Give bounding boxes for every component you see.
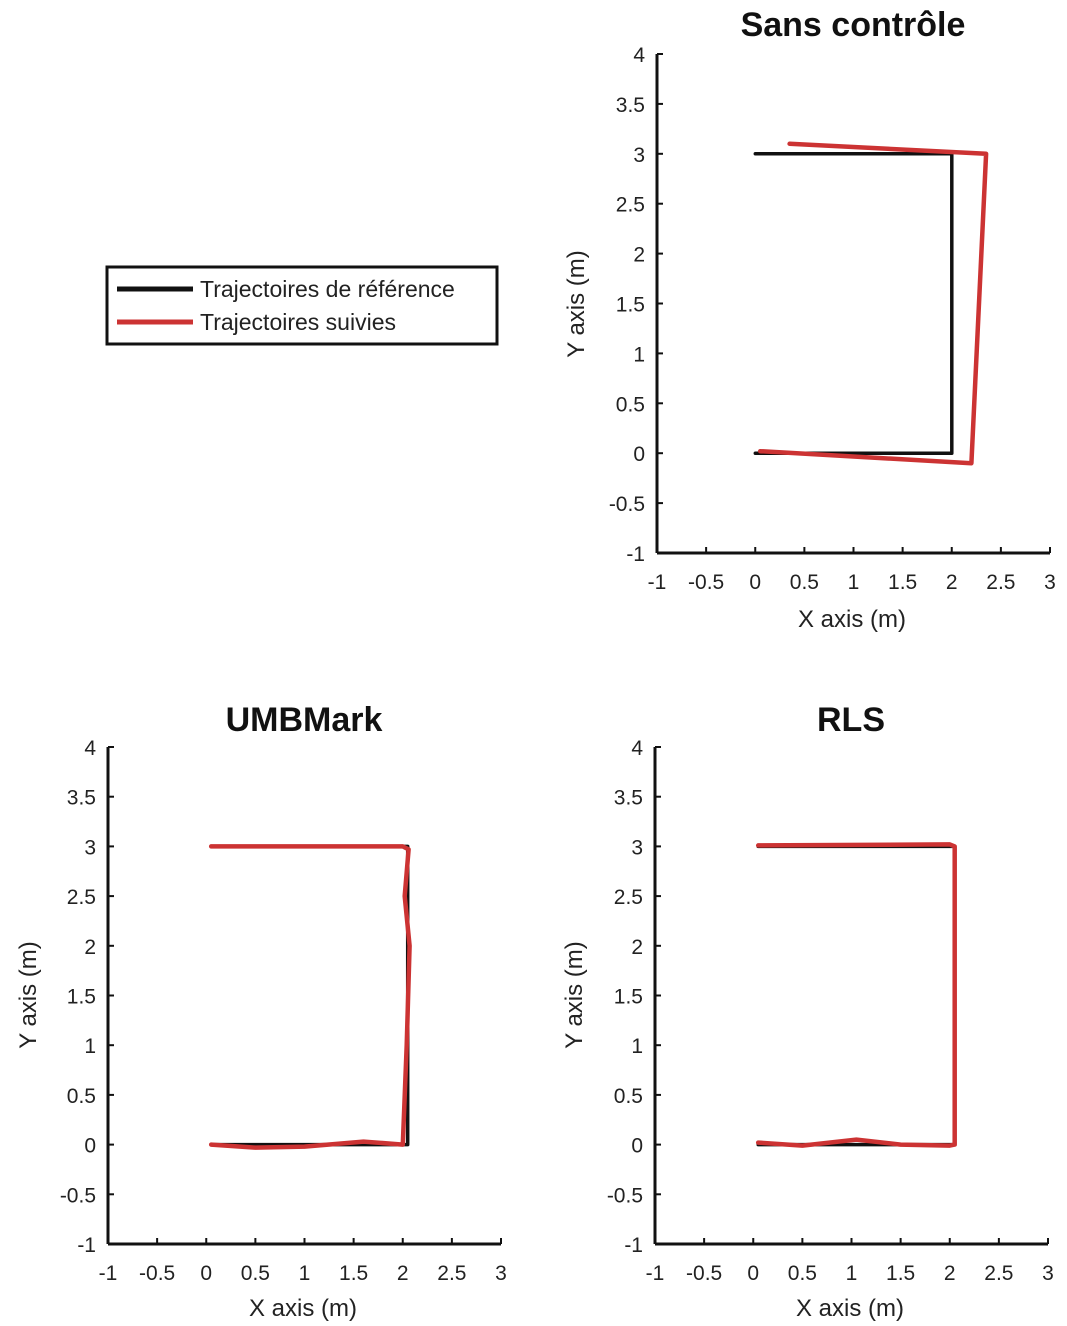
y-tick-label: 1: [633, 343, 645, 366]
x-tick-label: 0: [749, 571, 761, 594]
y-tick-label: 1.5: [614, 986, 643, 1009]
x-tick-label: -0.5: [139, 1262, 175, 1285]
x-tick-label: 3: [495, 1262, 507, 1285]
x-tick-label: 2: [397, 1262, 409, 1285]
x-tick-label: -1: [646, 1262, 665, 1285]
x-tick-label: 1.5: [888, 571, 917, 594]
y-tick-label: 2: [631, 936, 643, 959]
x-tick-label: 2: [944, 1262, 956, 1285]
y-tick-label: -1: [626, 543, 645, 566]
panel-title: Sans contrôle: [741, 6, 966, 44]
y-tick-label: 1: [84, 1035, 96, 1058]
y-tick-label: 2.5: [616, 194, 645, 217]
y-tick-label: 4: [631, 737, 643, 760]
x-tick-label: 0.5: [788, 1262, 817, 1285]
y-tick-label: 4: [633, 44, 645, 67]
x-tick-label: 2: [946, 571, 958, 594]
y-tick-label: -0.5: [609, 493, 645, 516]
panel-sans-controle: Sans contrôle -1 -0.5 0 0.5 1 1.5 2 2.5 3 -1 -0.5 0…: [563, 6, 1056, 633]
y-tick-label: 3: [84, 836, 96, 859]
series-line-followed: [755, 842, 957, 1148]
x-tick-label: 2.5: [984, 1262, 1013, 1285]
y-tick-label: 1: [631, 1035, 643, 1058]
x-tick-label: 1.5: [886, 1262, 915, 1285]
y-tick-label: -1: [624, 1234, 643, 1257]
y-tick-label: 0: [84, 1135, 96, 1158]
y-tick-label: 0.5: [67, 1085, 96, 1108]
y-tick-label: -0.5: [607, 1184, 643, 1207]
panel-title: UMBMark: [226, 701, 383, 739]
x-tick-label: -0.5: [688, 571, 724, 594]
y-tick-label: 0.5: [614, 1085, 643, 1108]
y-axis-label: Y axis (m): [15, 941, 42, 1049]
panel-umbmark: UMBMark -1 -0.5 0 0.5 1 1.5 2 2.5 3 -1 -0.5 0 0.5 1 1.…: [15, 701, 507, 1322]
x-tick-label: 1: [846, 1262, 858, 1285]
x-tick-label: 2.5: [437, 1262, 466, 1285]
y-tick-label: 4: [84, 737, 96, 760]
x-tick-label: 0.5: [790, 571, 819, 594]
x-axis-label: X axis (m): [798, 606, 906, 633]
y-tick-label: 2.5: [614, 886, 643, 909]
series-line-followed: [757, 141, 989, 466]
y-tick-label: 3.5: [616, 94, 645, 117]
x-tick-label: -0.5: [686, 1262, 722, 1285]
x-tick-label: 0: [747, 1262, 759, 1285]
y-axis-label: Y axis (m): [561, 941, 588, 1049]
y-tick-label: 3: [631, 836, 643, 859]
x-tick-label: 1.5: [339, 1262, 368, 1285]
x-tick-label: 2.5: [986, 571, 1015, 594]
y-tick-label: 2: [633, 244, 645, 267]
x-tick-label: 0.5: [241, 1262, 270, 1285]
x-tick-label: -1: [648, 571, 667, 594]
y-tick-label: 3.5: [614, 787, 643, 810]
legend: Trajectoires de référence Trajectoires s…: [105, 265, 499, 346]
x-tick-label: 1: [848, 571, 860, 594]
x-tick-label: 3: [1042, 1262, 1054, 1285]
x-tick-label: -1: [99, 1262, 118, 1285]
y-tick-label: 0: [633, 443, 645, 466]
x-tick-label: 0: [200, 1262, 212, 1285]
axes: -1 -0.5 0 0.5 1 1.5 2 2.5 3 -1 -0.5 0 0.5 1 1.5 2 2.5 3 3.…: [607, 737, 1054, 1285]
y-tick-label: 0.5: [616, 393, 645, 416]
legend-label-followed: Trajectoires suivies: [200, 309, 396, 335]
panel-title: RLS: [817, 701, 885, 739]
y-tick-label: -0.5: [60, 1184, 96, 1207]
legend-box: [105, 265, 499, 346]
axes: -1 -0.5 0 0.5 1 1.5 2 2.5 3 -1 -0.5 0 0.5 1 1.5 2 2.5 3 3.…: [60, 737, 507, 1285]
y-tick-label: 2: [84, 936, 96, 959]
y-tick-label: 1.5: [67, 986, 96, 1009]
series-line-followed: [208, 844, 412, 1150]
y-tick-label: 1.5: [616, 294, 645, 317]
x-axis-label: X axis (m): [796, 1295, 904, 1322]
y-tick-label: -1: [77, 1234, 96, 1257]
y-tick-label: 2.5: [67, 886, 96, 909]
y-tick-label: 0: [631, 1135, 643, 1158]
axes: -1 -0.5 0 0.5 1 1.5 2 2.5 3 -1 -0.5 0 0.5 1 1.5 2 2.5 3 3.…: [609, 44, 1056, 594]
x-tick-label: 1: [299, 1262, 311, 1285]
legend-label-reference: Trajectoires de référence: [200, 276, 455, 302]
y-axis-label: Y axis (m): [563, 250, 590, 358]
x-axis-label: X axis (m): [249, 1295, 357, 1322]
x-tick-label: 3: [1044, 571, 1056, 594]
y-tick-label: 3: [633, 144, 645, 167]
panel-rls: RLS -1 -0.5 0 0.5 1 1.5 2 2.5 3 -1 -0.5 0 0.5 1 1.5 2 2.…: [561, 701, 1054, 1322]
y-tick-label: 3.5: [67, 787, 96, 810]
series-line-reference: [753, 152, 954, 455]
